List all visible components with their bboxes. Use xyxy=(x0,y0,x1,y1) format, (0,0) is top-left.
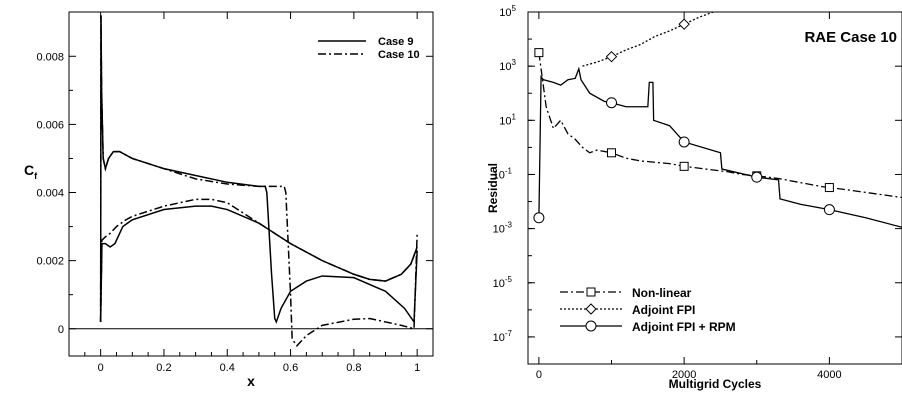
legend-label-non-linear: Non-linear xyxy=(632,286,692,300)
left-x-tick-label: 0 xyxy=(98,362,104,374)
left-x-tick-label: 0.8 xyxy=(346,362,361,374)
left-x-tick-label: 0.6 xyxy=(283,362,298,374)
right-y-tick-label: 103 xyxy=(499,58,516,73)
left-series-line-case-9 xyxy=(99,15,418,325)
legend-label-case-9: Case 9 xyxy=(378,36,413,48)
left-x-tick-label: 0.4 xyxy=(220,362,235,374)
marker-square xyxy=(824,183,834,193)
legend-marker-square xyxy=(586,287,596,297)
right-y-tick-label: 10-5 xyxy=(493,275,513,290)
left-x-axis-title: x xyxy=(247,373,255,389)
left-x-tick-label: 1 xyxy=(414,362,420,374)
right-x-tick-label: 2000 xyxy=(672,369,696,381)
marker-diamond xyxy=(678,18,690,30)
right-chart-title: RAE Case 10 xyxy=(804,29,897,46)
left-y-tick-label: 0.004 xyxy=(36,188,64,200)
marker-circle xyxy=(823,204,835,216)
marker-circle xyxy=(751,171,763,183)
left-y-tick-label: 0.006 xyxy=(36,119,64,131)
left-plot-frame xyxy=(68,11,434,357)
left-axis-ticks: 0 0.2 0.4 0.6 0.8 1 0 0.002 0.004 0.006 0.008 xyxy=(36,12,433,374)
marker-square xyxy=(534,48,544,58)
right-y-tick-label: 10-3 xyxy=(493,221,513,236)
right-x-tick-label: 0 xyxy=(536,369,542,381)
marker-circle xyxy=(678,136,690,148)
left-series-line-case-10 xyxy=(99,198,418,322)
right-legend: Non-linear Adjoint FPI Adjoint FPI + RPM xyxy=(560,286,736,334)
left-y-axis-title-subscript: f xyxy=(34,171,38,181)
marker-circle xyxy=(533,212,545,224)
left-series-line-case-10 xyxy=(99,15,418,347)
left-y-axis-title-main: C xyxy=(24,162,34,178)
legend-label-adjoint-fpi: Adjoint FPI xyxy=(632,303,695,317)
left-y-tick-label: 0 xyxy=(58,324,64,336)
legend-label-case-10: Case 10 xyxy=(378,49,420,61)
marker-diamond xyxy=(605,50,618,63)
left-legend: Case 9 Case 10 xyxy=(318,36,420,61)
left-series-group xyxy=(99,15,418,347)
right-y-tick-label: 101 xyxy=(499,112,516,127)
right-x-axis-title: Multigrid Cycles xyxy=(669,377,762,391)
marker-square xyxy=(607,148,617,158)
right-y-axis-title: Residual xyxy=(486,163,500,213)
marker-square xyxy=(679,161,689,171)
left-y-tick-label: 0.008 xyxy=(36,51,64,63)
right-series-group xyxy=(533,11,902,228)
right-plot-frame xyxy=(527,11,902,365)
right-series-line-adjoint-fpi xyxy=(582,11,714,67)
left-y-axis-title: Cf xyxy=(24,162,38,181)
right-x-tick-label: 4000 xyxy=(817,369,841,381)
left-series-line-case-9 xyxy=(99,205,418,322)
legend-label-adjoint-fpi-rpm: Adjoint FPI + RPM xyxy=(632,320,736,334)
marker-circle xyxy=(606,97,618,109)
right-y-tick-label: 10-7 xyxy=(493,329,513,344)
legend-marker-circle xyxy=(585,320,597,332)
legend-marker-diamond xyxy=(585,303,597,315)
right-series-line-adjoint-fpi-rpm xyxy=(538,66,902,228)
skin-friction-chart: 0 0.2 0.4 0.6 0.8 1 0 0.002 0.004 0.006 0.008 x Cf… xyxy=(24,11,434,389)
left-y-tick-label: 0.002 xyxy=(36,256,64,268)
left-x-tick-label: 0.2 xyxy=(156,362,171,374)
right-series-line-non-linear xyxy=(538,52,902,199)
right-y-tick-label: 105 xyxy=(499,4,516,19)
